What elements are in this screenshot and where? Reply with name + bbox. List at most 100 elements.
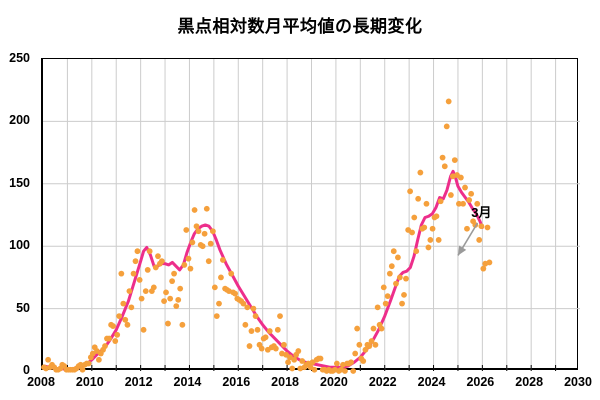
data-point: [216, 300, 222, 307]
data-point: [158, 258, 165, 265]
data-point: [248, 328, 255, 334]
data-point: [423, 200, 430, 207]
data-point: [427, 237, 434, 243]
data-point: [205, 258, 212, 265]
data-point: [244, 304, 251, 311]
data-point: [277, 313, 283, 319]
data-point: [138, 295, 145, 302]
data-point: [390, 248, 397, 255]
data-point: [401, 291, 407, 298]
data-point: [274, 326, 281, 333]
data-point: [388, 263, 395, 270]
data-point: [155, 253, 161, 260]
march-annotation-label: 3月: [471, 205, 492, 221]
data-point: [240, 300, 247, 307]
data-point: [396, 274, 403, 281]
data-point: [136, 277, 143, 283]
data-point: [445, 98, 452, 105]
data-point: [203, 205, 210, 212]
data-point: [272, 345, 279, 352]
data-point: [333, 360, 340, 367]
data-point: [382, 300, 389, 307]
x-axis-tick-label: 2024: [417, 375, 446, 389]
y-axis-tick-label: 50: [16, 300, 30, 315]
data-point: [354, 325, 361, 332]
data-point: [421, 224, 428, 231]
data-point: [189, 239, 196, 246]
x-axis-tick-label: 2010: [75, 375, 104, 389]
data-point: [79, 366, 86, 373]
x-axis-tick-label: 2018: [271, 375, 299, 389]
data-point: [96, 356, 102, 363]
data-point: [415, 195, 422, 202]
data-point: [258, 345, 265, 352]
data-point: [140, 326, 147, 333]
data-point: [142, 288, 149, 295]
data-point: [150, 284, 157, 291]
data-point: [132, 258, 139, 265]
data-point: [85, 360, 92, 367]
x-axis-tick-label: 2016: [222, 375, 251, 389]
data-point: [173, 303, 180, 309]
data-point: [395, 254, 401, 261]
x-axis-tick-label: 2030: [564, 375, 592, 389]
data-point: [285, 359, 291, 366]
data-point: [295, 348, 302, 354]
data-point: [252, 313, 259, 319]
x-axis-tick-label: 2014: [173, 375, 202, 389]
data-point: [250, 305, 257, 312]
y-axis-tick-label: 200: [9, 113, 30, 128]
data-point: [163, 289, 169, 296]
data-point: [299, 358, 306, 364]
data-point: [457, 174, 464, 181]
data-point: [443, 123, 450, 130]
x-axis-tick-label: 2020: [320, 375, 348, 389]
data-point: [435, 237, 442, 243]
data-point: [126, 288, 133, 295]
data-point: [289, 365, 296, 372]
data-point: [468, 190, 475, 197]
data-point: [211, 284, 218, 291]
data-point: [403, 275, 409, 282]
data-point: [144, 267, 151, 273]
data-point: [128, 304, 135, 311]
data-point: [266, 328, 273, 334]
data-point: [191, 207, 198, 213]
y-axis-tick-label: 150: [9, 175, 30, 190]
data-point: [175, 296, 182, 303]
data-point: [311, 366, 318, 373]
data-point: [447, 192, 454, 198]
plot-area: [41, 58, 580, 374]
data-point: [120, 300, 127, 307]
data-point: [242, 321, 249, 328]
data-point: [281, 341, 287, 348]
data-point: [183, 227, 190, 233]
data-point: [348, 359, 354, 366]
data-point: [411, 214, 418, 221]
data-point: [130, 270, 137, 277]
data-point: [134, 248, 141, 255]
data-point: [146, 248, 153, 255]
data-point: [456, 200, 462, 207]
data-layer: [41, 98, 493, 374]
data-point: [437, 198, 444, 205]
data-point: [407, 188, 414, 195]
data-point: [228, 270, 235, 277]
data-point: [167, 295, 174, 302]
data-point: [187, 265, 194, 272]
data-point: [185, 255, 192, 262]
data-point: [179, 321, 186, 328]
data-point: [161, 298, 167, 305]
data-point: [476, 237, 483, 243]
data-point: [199, 243, 206, 250]
data-point: [352, 350, 359, 357]
data-point: [218, 274, 224, 281]
x-axis-tick-label: 2028: [515, 375, 544, 389]
data-point: [478, 223, 485, 230]
data-point: [213, 313, 220, 319]
data-point: [102, 343, 108, 349]
data-point: [486, 259, 493, 266]
march-annotation-arrow-icon: [457, 222, 479, 256]
data-point: [169, 278, 176, 285]
